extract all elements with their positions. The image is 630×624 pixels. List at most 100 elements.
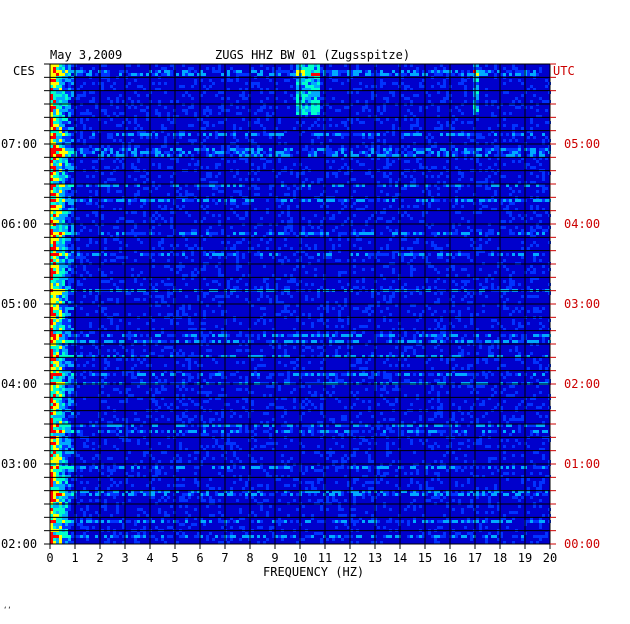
spectrogram-cell xyxy=(485,73,488,76)
spectrogram-cell xyxy=(260,355,263,358)
spectrogram-cell xyxy=(203,334,206,337)
spectrogram-cell xyxy=(386,340,389,343)
spectrogram-cell xyxy=(539,184,542,187)
spectrogram-cell xyxy=(371,136,374,139)
spectrogram-cell xyxy=(152,253,155,256)
spectrogram-cell xyxy=(83,226,86,229)
spectrogram-cell xyxy=(140,361,143,364)
spectrogram-cell xyxy=(188,94,191,97)
spectrogram-cell xyxy=(50,127,53,130)
spectrogram-cell xyxy=(122,340,125,343)
spectrogram-cell xyxy=(269,184,272,187)
spectrogram-cell xyxy=(182,235,185,238)
spectrogram-cell xyxy=(500,334,503,337)
spectrogram-cell xyxy=(152,151,155,154)
spectrogram-cell xyxy=(104,253,107,256)
spectrogram-cell xyxy=(290,199,293,202)
spectrogram-cell xyxy=(80,283,83,286)
spectrogram-cell xyxy=(305,340,308,343)
spectrogram-cell xyxy=(83,256,86,259)
spectrogram-cell xyxy=(425,73,428,76)
spectrogram-cell xyxy=(56,115,59,118)
spectrogram-cell xyxy=(290,247,293,250)
spectrogram-cell xyxy=(296,73,299,76)
spectrogram-cell xyxy=(509,154,512,157)
spectrogram-cell xyxy=(428,328,431,331)
spectrogram-cell xyxy=(476,91,479,94)
spectrogram-cell xyxy=(170,340,173,343)
spectrogram-cell xyxy=(353,133,356,136)
spectrogram-cell xyxy=(53,70,56,73)
spectrogram-cell xyxy=(491,340,494,343)
spectrogram-cell xyxy=(401,187,404,190)
spectrogram-cell xyxy=(362,136,365,139)
spectrogram-cell xyxy=(215,166,218,169)
spectrogram-cell xyxy=(455,70,458,73)
spectrogram-cell xyxy=(314,73,317,76)
spectrogram-cell xyxy=(431,70,434,73)
spectrogram-cell xyxy=(200,184,203,187)
spectrogram-cell xyxy=(377,145,380,148)
spectrogram-cell xyxy=(338,133,341,136)
spectrogram-cell xyxy=(383,298,386,301)
spectrogram-cell xyxy=(206,349,209,352)
spectrogram-cell xyxy=(425,361,428,364)
spectrogram-cell xyxy=(89,100,92,103)
spectrogram-cell xyxy=(185,334,188,337)
spectrogram-cell xyxy=(311,373,314,376)
spectrogram-cell xyxy=(122,133,125,136)
spectrogram-cell xyxy=(245,160,248,163)
spectrogram-cell xyxy=(194,79,197,82)
spectrogram-cell xyxy=(170,373,173,376)
spectrogram-cell xyxy=(266,160,269,163)
spectrogram-cell xyxy=(236,145,239,148)
spectrogram-cell xyxy=(71,91,74,94)
spectrogram-cell xyxy=(113,373,116,376)
spectrogram-cell xyxy=(515,70,518,73)
spectrogram-cell xyxy=(137,145,140,148)
spectrogram-cell xyxy=(215,136,218,139)
spectrogram-cell xyxy=(203,73,206,76)
spectrogram-cell xyxy=(68,175,71,178)
spectrogram-cell xyxy=(68,274,71,277)
spectrogram-cell xyxy=(269,319,272,322)
spectrogram-cell xyxy=(65,139,68,142)
spectrogram-cell xyxy=(461,232,464,235)
spectrogram-cell xyxy=(287,106,290,109)
spectrogram-cell xyxy=(89,331,92,334)
spectrogram-cell xyxy=(332,373,335,376)
spectrogram-cell xyxy=(518,106,521,109)
spectrogram-cell xyxy=(143,232,146,235)
spectrogram-cell xyxy=(389,73,392,76)
spectrogram-cell xyxy=(236,280,239,283)
spectrogram-cell xyxy=(110,340,113,343)
spectrogram-cell xyxy=(50,292,53,295)
spectrogram-cell xyxy=(434,244,437,247)
spectrogram-cell xyxy=(344,133,347,136)
spectrogram-cell xyxy=(194,340,197,343)
spectrogram-cell xyxy=(137,157,140,160)
spectrogram-cell xyxy=(71,376,74,379)
spectrogram-cell xyxy=(410,271,413,274)
spectrogram-cell xyxy=(104,340,107,343)
spectrogram-cell xyxy=(461,73,464,76)
spectrogram-cell xyxy=(383,208,386,211)
spectrogram-cell xyxy=(377,373,380,376)
spectrogram-cell xyxy=(434,127,437,130)
spectrogram-cell xyxy=(116,133,119,136)
spectrogram-cell xyxy=(392,328,395,331)
spectrogram-cell xyxy=(518,133,521,136)
spectrogram-cell xyxy=(377,292,380,295)
spectrogram-cell xyxy=(176,115,179,118)
spectrogram-cell xyxy=(308,151,311,154)
spectrogram-cell xyxy=(164,199,167,202)
spectrogram-cell xyxy=(59,307,62,310)
spectrogram-cell xyxy=(386,253,389,256)
spectrogram-cell xyxy=(269,253,272,256)
spectrogram-cell xyxy=(536,277,539,280)
spectrogram-cell xyxy=(407,184,410,187)
spectrogram-cell xyxy=(62,247,65,250)
spectrogram-cell xyxy=(287,70,290,73)
spectrogram-cell xyxy=(113,82,116,85)
spectrogram-cell xyxy=(50,283,53,286)
